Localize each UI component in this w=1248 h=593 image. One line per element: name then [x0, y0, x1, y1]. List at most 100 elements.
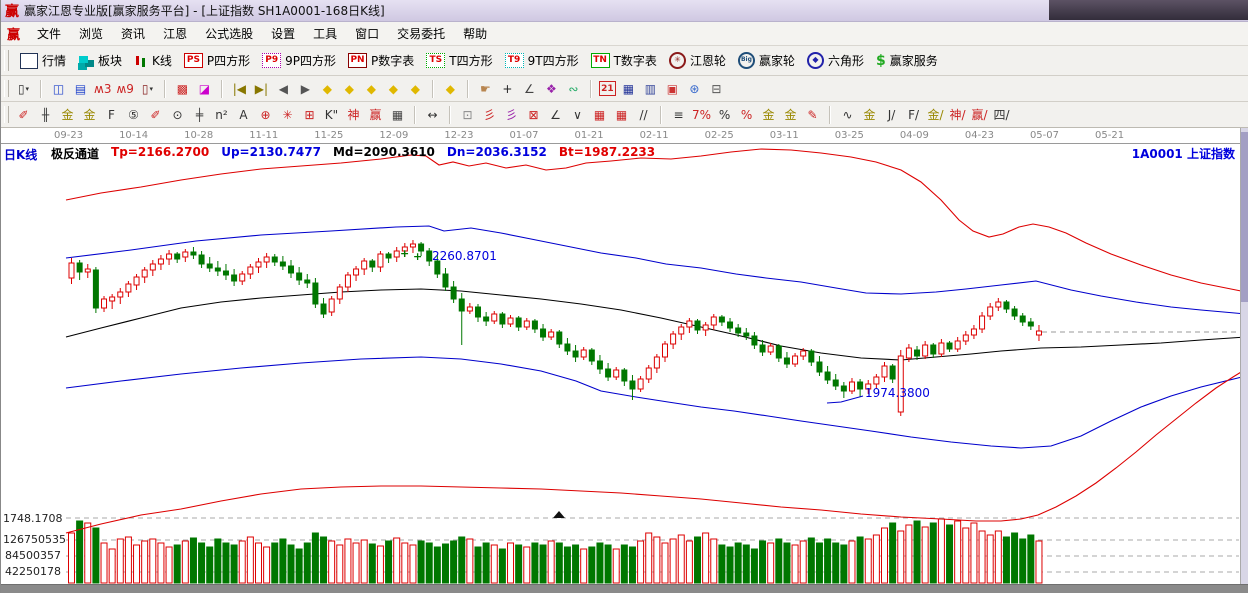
ying-angle-tool[interactable]: 赢/ [971, 108, 988, 122]
diamond-left-button[interactable]: ◆ [322, 81, 333, 96]
four-angle-tool[interactable]: 四/ [993, 108, 1010, 122]
menu-item-3[interactable]: 资讯 [121, 27, 146, 41]
kline-button[interactable]: K线 [128, 50, 178, 71]
p9-square-button[interactable]: P9 9P四方形 [256, 50, 342, 71]
gann-wheel-button[interactable]: ✳ 江恩轮 [663, 50, 732, 71]
goto-last-button[interactable]: ▶| [254, 81, 269, 96]
fan-box-red-tool[interactable]: ⊠ [528, 107, 539, 122]
save-icon[interactable]: ▣ [666, 81, 679, 96]
menu-item-4[interactable]: 江恩 [163, 27, 188, 41]
kline-chart[interactable]: + + [1, 128, 1248, 584]
menu-item-5[interactable]: 公式选股 [205, 27, 254, 41]
t-number-button[interactable]: TN T数字表 [585, 50, 663, 71]
wave3-icon[interactable]: ʍ3 [94, 81, 112, 96]
letter-angle-tool[interactable]: A [239, 107, 248, 122]
trend-compass-tool[interactable]: ✐ [18, 107, 29, 122]
diamond-right-button[interactable]: ◆ [344, 81, 355, 96]
next-bar-button[interactable]: ▶ [300, 81, 311, 96]
shen-tool[interactable]: 神 [347, 108, 360, 122]
gold-angle-tool[interactable]: 金/ [927, 108, 944, 122]
candle-period-dropdown[interactable]: ▯ ▾ [17, 81, 30, 96]
menu-item-8[interactable]: 窗口 [355, 27, 380, 41]
j-angle-tool[interactable]: J/ [887, 107, 896, 122]
angle-fan-tool[interactable]: ∠ [550, 107, 561, 122]
pattern-frame-icon[interactable]: ▩ [176, 81, 189, 96]
cycle-circle-tool[interactable]: ⊙ [172, 107, 183, 122]
five-segment-tool[interactable]: ⑤ [128, 107, 139, 122]
wave9-icon[interactable]: ʍ9 [116, 81, 134, 96]
scribble-tool-button[interactable]: ∾ [568, 81, 579, 96]
hexagon-button[interactable]: ◆ 六角形 [801, 50, 870, 71]
pen-red-tool[interactable]: ✎ [807, 107, 818, 122]
price-levels-tool[interactable]: ≡ [673, 107, 684, 122]
goto-first-button[interactable]: |◀ [232, 81, 247, 96]
vertical-scrollbar[interactable] [1240, 128, 1248, 584]
calculator-icon[interactable]: ▦ [622, 81, 635, 96]
zigzag-tool[interactable]: ∨ [573, 107, 582, 122]
diamond-fourway-button[interactable]: ◆ [445, 81, 456, 96]
gold-ratio-tool-1[interactable]: 金 [61, 108, 74, 122]
compass-tool-2[interactable]: ✐ [150, 107, 161, 122]
wave-channel-tool[interactable]: ∿ [842, 107, 853, 122]
angle-line-tool-button[interactable]: ∠ [524, 81, 535, 96]
star-tool[interactable]: ✳ [282, 107, 293, 122]
grid-arrow-tool[interactable]: ▦ [615, 107, 628, 122]
gold-underline-tool[interactable]: 金 [863, 108, 876, 122]
box-star-tool[interactable]: ⊞ [304, 107, 315, 122]
crosshair-tool-button[interactable]: + [502, 81, 513, 96]
number-grid-tool[interactable]: ▦ [391, 107, 404, 122]
p-square-button[interactable]: PS P四方形 [178, 50, 256, 71]
sectors-button[interactable]: 板块 [72, 50, 128, 71]
shen-angle-tool[interactable]: 神/ [949, 108, 966, 122]
fibo-lines-tool[interactable]: F [108, 107, 115, 122]
indicator-md-value: Md=2090.3610 [332, 145, 435, 159]
scrollbar-thumb[interactable] [1241, 132, 1248, 302]
n-square-tool[interactable]: n² [215, 107, 228, 122]
fan-lines-tool[interactable]: 彡 [483, 108, 496, 122]
red-grid-tool[interactable]: ▦ [593, 107, 606, 122]
zigzag-window-icon[interactable]: ◫ [52, 81, 65, 96]
web-export-icon[interactable]: ⊛ [689, 81, 700, 96]
quotes-button[interactable]: 行情 [14, 50, 72, 71]
menu-item-6[interactable]: 设置 [271, 27, 296, 41]
chart-surface[interactable]: + + 09-23 10-14 10-28 11-11 11-25 12-09 12-23 01… [1, 128, 1248, 584]
menu-item-1[interactable]: 文件 [37, 27, 62, 41]
winner-wheel-button[interactable]: Big 赢家轮 [732, 50, 801, 71]
box-range-tool[interactable]: ⊡ [462, 107, 473, 122]
time-grid-tool[interactable]: ╪ [195, 107, 204, 122]
vertical-grid-tool[interactable]: ╫ [41, 107, 50, 122]
volume-profile-icon[interactable]: ◪ [198, 81, 211, 96]
print-icon[interactable]: ⊟ [711, 81, 722, 96]
k-quote-tool[interactable]: K" [324, 107, 339, 122]
percent-tool[interactable]: % [718, 107, 731, 122]
circle-cross-tool[interactable]: ⊕ [260, 107, 271, 122]
gold-ratio-tool-2[interactable]: 金 [83, 108, 96, 122]
t-square-button[interactable]: TS T四方形 [420, 50, 498, 71]
calendar-icon[interactable]: 21 [598, 81, 616, 96]
menu-item-7[interactable]: 工具 [313, 27, 338, 41]
measure-tool[interactable]: ↔ [427, 107, 438, 122]
winner-service-button[interactable]: $ 赢家服务 [870, 50, 944, 71]
parallel-lines-tool[interactable]: // [639, 107, 648, 122]
f-angle-tool[interactable]: F/ [908, 107, 920, 122]
menu-item-9[interactable]: 交易委托 [397, 27, 446, 41]
gann-marker-tool-button[interactable]: ❖ [546, 81, 557, 96]
gold-circle-tool[interactable]: 金 [762, 108, 775, 122]
percent-low-tool[interactable]: % [740, 107, 753, 122]
p-number-button[interactable]: PN P数字表 [342, 50, 420, 71]
diamond-compress-button[interactable]: ◆ [388, 81, 399, 96]
hand-tool-button[interactable]: ☛ [480, 81, 491, 96]
notes-panel-icon[interactable]: ▤ [74, 81, 87, 96]
fan-box-purple-tool[interactable]: 彡 [505, 108, 518, 122]
menu-item-2[interactable]: 浏览 [79, 27, 104, 41]
prev-bar-button[interactable]: ◀ [278, 81, 289, 96]
diamond-hmove-button[interactable]: ◆ [366, 81, 377, 96]
diamond-expand-button[interactable]: ◆ [410, 81, 421, 96]
gold-line-tool[interactable]: 金 [784, 108, 797, 122]
notepad-icon[interactable]: ▥ [644, 81, 657, 96]
candle-style-dropdown[interactable]: ▯ ▾ [141, 81, 153, 96]
ying-tool[interactable]: 赢 [369, 108, 382, 122]
menu-item-10[interactable]: 帮助 [463, 27, 488, 41]
t9-square-button[interactable]: T9 9T四方形 [499, 50, 585, 71]
percent-strike-tool[interactable]: 7% [692, 107, 712, 122]
